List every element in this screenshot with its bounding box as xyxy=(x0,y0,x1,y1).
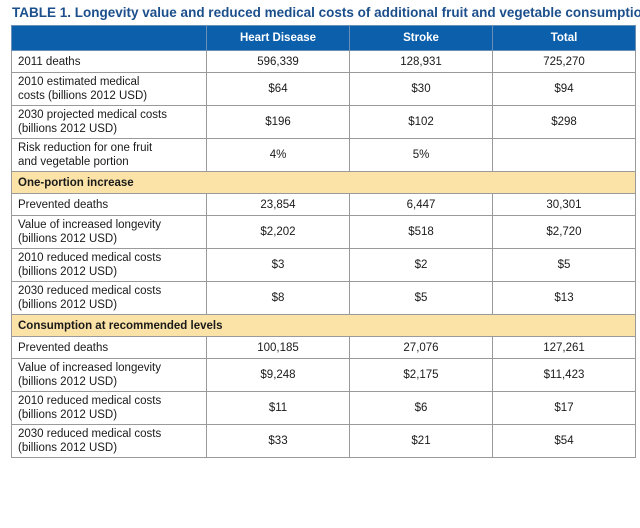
stroke-cell: $2 xyxy=(349,248,493,282)
table-row: 2030 projected medical costs (billions 20… xyxy=(11,105,636,139)
table-row: 2030 reduced medical costs (billions 2012… xyxy=(11,424,636,458)
total-cell: $13 xyxy=(492,281,636,315)
total-cell: $11,423 xyxy=(492,358,636,392)
table-body: 2011 deaths 596,339 128,931 725,270 2010 est… xyxy=(11,50,636,458)
row-label: Prevented deaths xyxy=(11,193,207,216)
row-label-line: 2010 reduced medical costs xyxy=(18,395,162,407)
row-label-line: (billions 2012 USD) xyxy=(18,409,118,421)
stroke-cell: 5% xyxy=(349,138,493,172)
row-label: 2030 reduced medical costs (billions 2012… xyxy=(11,424,207,458)
heart-disease-cell: $11 xyxy=(206,391,350,425)
total-cell: $5 xyxy=(492,248,636,282)
heart-disease-cell: $33 xyxy=(206,424,350,458)
table-number: TABLE 1. xyxy=(12,5,72,20)
row-label: Value of increased longevity (billions 20… xyxy=(11,358,207,392)
total-cell: $298 xyxy=(492,105,636,139)
table-row: 2010 reduced medical costs (billions 2012… xyxy=(11,248,636,282)
heart-disease-cell: $196 xyxy=(206,105,350,139)
stroke-cell: $102 xyxy=(349,105,493,139)
row-label: Risk reduction for one fruit and vegetabl… xyxy=(11,138,207,172)
row-label: Value of increased longevity (billions 20… xyxy=(11,215,207,249)
total-cell: $17 xyxy=(492,391,636,425)
row-label-line: (billions 2012 USD) xyxy=(18,123,118,135)
stroke-cell: $518 xyxy=(349,215,493,249)
row-label-line: and vegetable portion xyxy=(18,156,129,168)
stroke-cell: $5 xyxy=(349,281,493,315)
total-cell: $94 xyxy=(492,72,636,106)
stroke-cell: $30 xyxy=(349,72,493,106)
heart-disease-cell: $3 xyxy=(206,248,350,282)
table-row: 2010 estimated medical costs (billions 20… xyxy=(11,72,636,106)
row-label-line: 2010 reduced medical costs xyxy=(18,252,162,264)
column-header-stroke: Stroke xyxy=(349,25,493,51)
row-label-line: Prevented deaths xyxy=(18,198,109,211)
column-header-blank xyxy=(11,25,207,51)
table-row: Value of increased longevity (billions 20… xyxy=(11,358,636,392)
heart-disease-cell: $9,248 xyxy=(206,358,350,392)
total-cell: 725,270 xyxy=(492,50,636,73)
table-row: 2010 reduced medical costs (billions 2012… xyxy=(11,391,636,425)
row-label-line: 2010 estimated medical xyxy=(18,76,140,88)
heart-disease-cell: $64 xyxy=(206,72,350,106)
stroke-cell: $2,175 xyxy=(349,358,493,392)
table-row: 2030 reduced medical costs (billions 2012… xyxy=(11,281,636,315)
heart-disease-cell: 596,339 xyxy=(206,50,350,73)
total-cell: 30,301 xyxy=(492,193,636,216)
heart-disease-cell: 4% xyxy=(206,138,350,172)
row-label-line: 2030 projected medical costs xyxy=(18,109,167,121)
row-label-line: (billions 2012 USD) xyxy=(18,442,118,454)
row-label: Prevented deaths xyxy=(11,336,207,359)
data-table: Heart Disease Stroke Total 2011 deaths 59… xyxy=(11,25,636,458)
row-label: 2010 reduced medical costs (billions 2012… xyxy=(11,391,207,425)
table-row: Risk reduction for one fruit and vegetabl… xyxy=(11,138,636,172)
table-caption: Longevity value and reduced medical cost… xyxy=(74,5,640,20)
table-row: 2011 deaths 596,339 128,931 725,270 xyxy=(11,50,636,73)
row-label-line: (billions 2012 USD) xyxy=(18,376,118,388)
total-cell xyxy=(492,138,636,172)
row-label-line: Risk reduction for one fruit xyxy=(18,142,153,154)
section-header: One-portion increase xyxy=(11,171,636,194)
section-header: Consumption at recommended levels xyxy=(11,314,636,337)
stroke-cell: 27,076 xyxy=(349,336,493,359)
heart-disease-cell: 23,854 xyxy=(206,193,350,216)
table-row: Prevented deaths 23,854 6,447 30,301 xyxy=(11,193,636,216)
heart-disease-cell: 100,185 xyxy=(206,336,350,359)
row-label-line: Value of increased longevity xyxy=(18,362,161,374)
section-header-row: Consumption at recommended levels xyxy=(11,314,636,337)
header-row: Heart Disease Stroke Total xyxy=(11,25,636,51)
row-label: 2010 reduced medical costs (billions 2012… xyxy=(11,248,207,282)
row-label-line: 2030 reduced medical costs xyxy=(18,285,162,297)
row-label: 2030 projected medical costs (billions 20… xyxy=(11,105,207,139)
table-row: Value of increased longevity (billions 20… xyxy=(11,215,636,249)
stroke-cell: 6,447 xyxy=(349,193,493,216)
table-title: TABLE 1. Longevity value and reduced med… xyxy=(12,4,640,21)
stroke-cell: 128,931 xyxy=(349,50,493,73)
row-label-line: (billions 2012 USD) xyxy=(18,299,118,311)
heart-disease-cell: $2,202 xyxy=(206,215,350,249)
row-label-line: Prevented deaths xyxy=(18,341,109,354)
total-cell: $54 xyxy=(492,424,636,458)
column-header-total: Total xyxy=(492,25,636,51)
total-cell: $2,720 xyxy=(492,215,636,249)
row-label-line: (billions 2012 USD) xyxy=(18,266,118,278)
row-label-line: (billions 2012 USD) xyxy=(18,233,118,245)
row-label: 2011 deaths xyxy=(11,50,207,73)
row-label-line: Value of increased longevity xyxy=(18,219,161,231)
row-label-line: 2011 deaths xyxy=(18,55,81,68)
row-label: 2030 reduced medical costs (billions 2012… xyxy=(11,281,207,315)
row-label-line: costs (billions 2012 USD) xyxy=(18,90,148,102)
heart-disease-cell: $8 xyxy=(206,281,350,315)
column-header-heart-disease: Heart Disease xyxy=(206,25,350,51)
row-label-line: 2030 reduced medical costs xyxy=(18,428,162,440)
table-row: Prevented deaths 100,185 27,076 127,261 xyxy=(11,336,636,359)
row-label: 2010 estimated medical costs (billions 20… xyxy=(11,72,207,106)
stroke-cell: $21 xyxy=(349,424,493,458)
total-cell: 127,261 xyxy=(492,336,636,359)
section-header-row: One-portion increase xyxy=(11,171,636,194)
stroke-cell: $6 xyxy=(349,391,493,425)
